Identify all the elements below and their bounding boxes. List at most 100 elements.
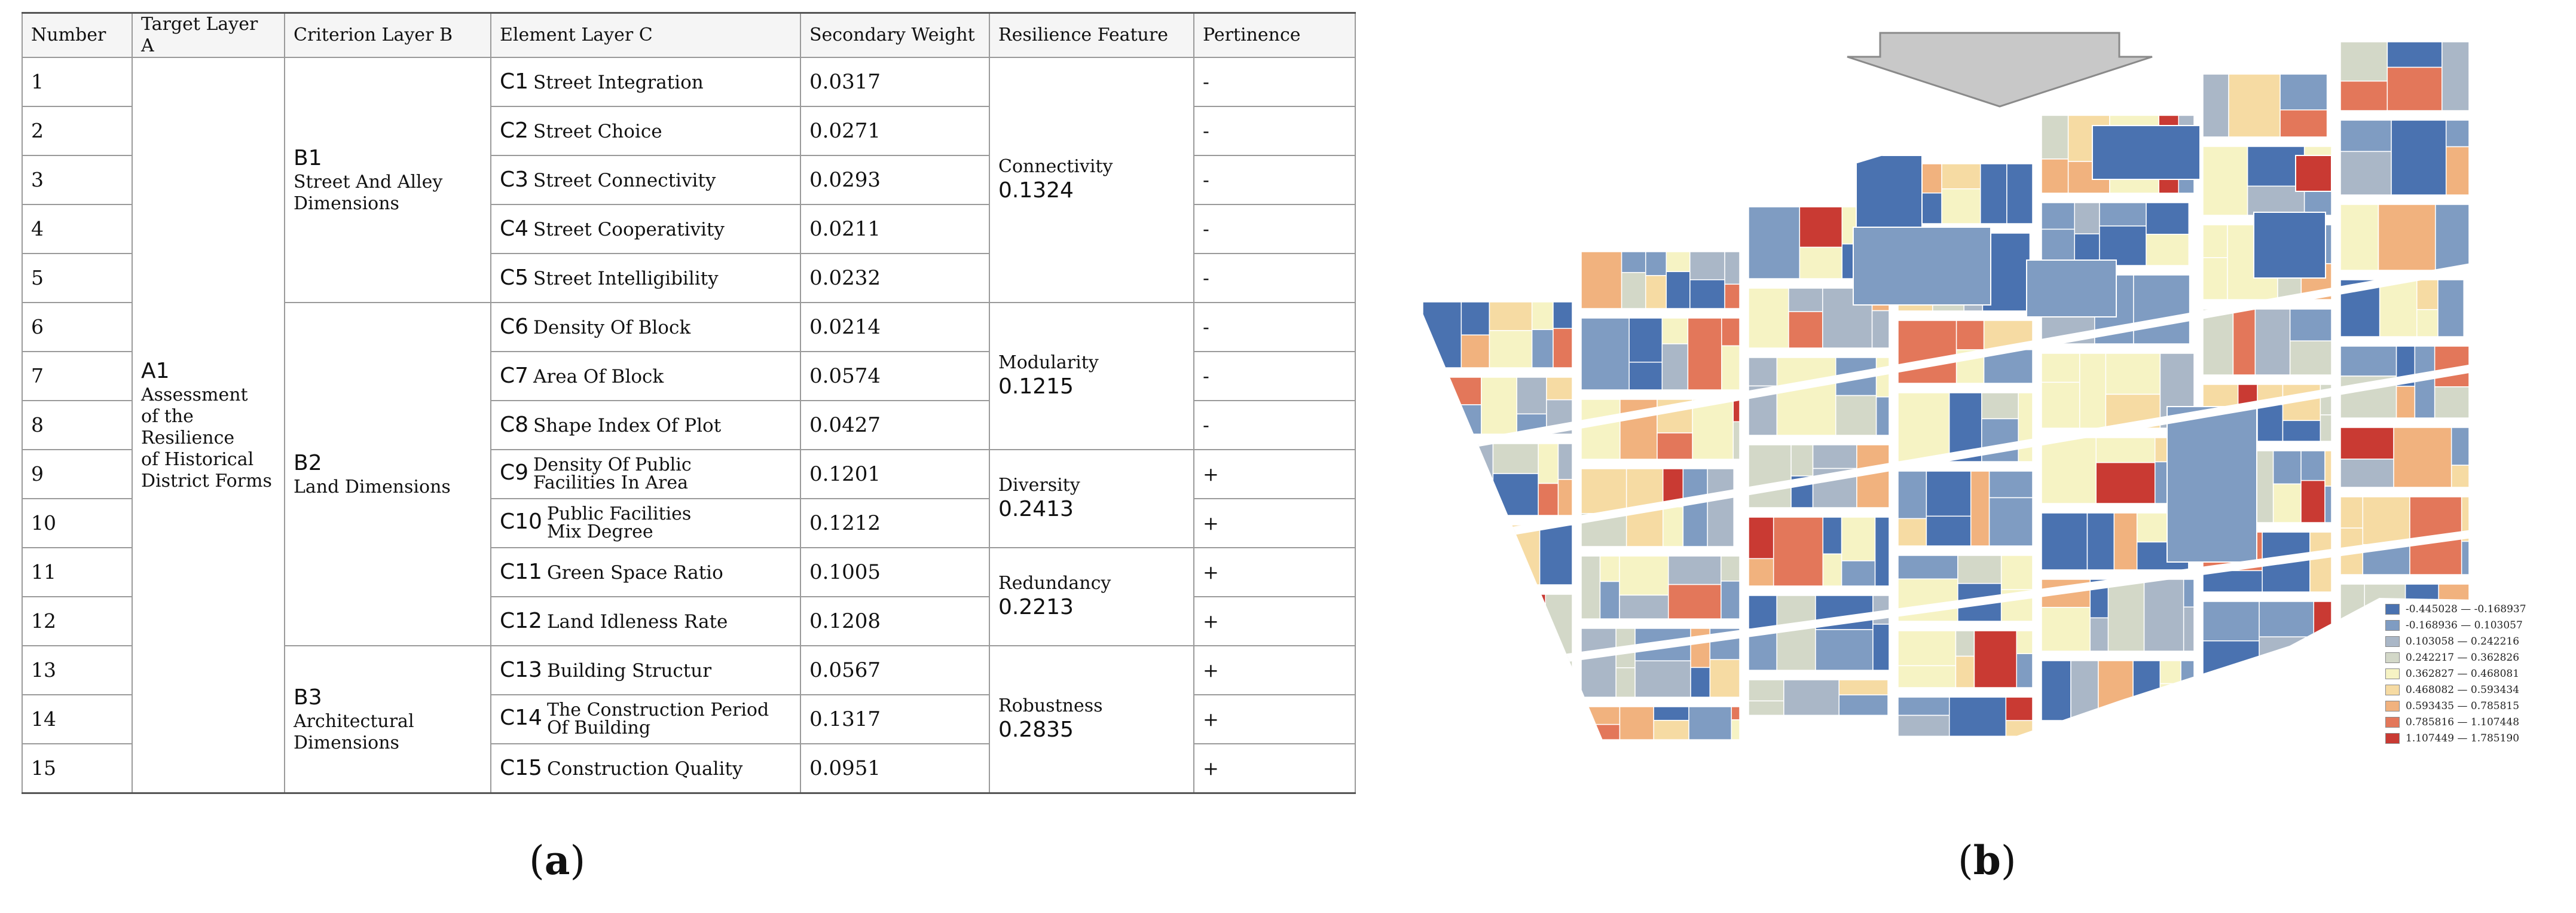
parcel	[2006, 163, 2033, 224]
parcel	[2089, 617, 2109, 652]
legend-label: 0.785816 — 1.107448	[2406, 716, 2520, 728]
parcel	[1621, 271, 1646, 309]
parcel	[1731, 706, 1740, 720]
element-name: Street Integration	[533, 71, 704, 93]
parcel	[1553, 328, 1573, 368]
parcel	[2166, 406, 2257, 563]
parcel	[2099, 202, 2147, 227]
row-number: 11	[22, 547, 133, 597]
secondary-weight: 0.0317	[800, 57, 990, 107]
parcel	[2232, 309, 2256, 375]
secondary-weight: 0.0211	[800, 204, 990, 254]
parcel	[1897, 714, 1950, 737]
parcel	[2361, 656, 2382, 718]
parcel	[1489, 301, 1533, 331]
parcel	[2395, 386, 2416, 419]
parcel	[2105, 353, 2161, 395]
street	[1417, 253, 2530, 459]
row-number: 7	[22, 351, 133, 401]
secondary-weight: 0.0574	[800, 351, 990, 401]
element-cell: C7 Area Of Block	[490, 351, 801, 401]
legend-label: 0.593435 — 0.785815	[2406, 700, 2520, 712]
criterion-code: B3	[294, 685, 322, 710]
parcel	[1634, 660, 1691, 698]
legend-item: 0.593435 — 0.785815	[2385, 698, 2565, 714]
element-cell: C13 Building Structur	[490, 645, 801, 695]
parcel	[1732, 421, 1740, 460]
parcel	[1973, 630, 2018, 688]
pertinence: -	[1193, 253, 1356, 303]
parcel	[1721, 581, 1740, 619]
row-number: 15	[22, 743, 133, 794]
indicator-table-panel: Number Target Layer A Criterion Layer B …	[22, 12, 1356, 819]
parcel	[1553, 301, 1573, 329]
legend-label: 1.107449 — 1.785190	[2406, 732, 2520, 744]
parcel	[1721, 555, 1740, 582]
table-header-row: Number Target Layer A Criterion Layer B …	[22, 12, 1356, 58]
parcel	[2309, 532, 2332, 593]
parcel	[2183, 606, 2195, 652]
parcel	[2259, 636, 2315, 680]
element-code: C2	[500, 118, 529, 143]
parcel	[1615, 667, 1636, 698]
parcel	[1872, 624, 1890, 671]
resilience-feature-cell: Robustness 0.2835	[989, 645, 1194, 794]
element-name: Green Space Ratio	[546, 561, 723, 584]
parcel	[2416, 279, 2439, 310]
parcel	[1538, 483, 1559, 516]
parcel	[1897, 471, 1927, 520]
parcel	[2041, 437, 2097, 504]
element-name-line: Of Building	[546, 717, 651, 738]
parcel	[1599, 581, 1620, 619]
parcel	[1454, 481, 1494, 516]
parcel	[2070, 660, 2099, 721]
parcel	[2202, 570, 2263, 593]
parcel	[2041, 660, 2071, 721]
parcel	[1748, 357, 1778, 387]
parcel	[1581, 317, 1630, 390]
element-code: C5	[500, 265, 529, 290]
parcel	[2041, 115, 2069, 160]
parcel	[1748, 206, 1801, 279]
parcel	[1581, 399, 1621, 460]
table-row: 9 C9 Density Of Public Facilities In Area 0.…	[22, 449, 1356, 548]
parcel	[1645, 275, 1667, 309]
pertinence: +	[1193, 498, 1356, 548]
header-number: Number	[22, 12, 133, 58]
parcel	[2340, 80, 2388, 111]
table-row: 2 C2 Street Choice 0.0271-	[22, 106, 1356, 156]
element-code: C14	[500, 705, 542, 730]
parcel	[1557, 479, 1573, 516]
element-code: C8	[500, 412, 529, 437]
parcel	[2289, 309, 2332, 341]
row-number: 4	[22, 204, 133, 254]
parcel	[2340, 459, 2394, 488]
parcel	[1841, 560, 1876, 587]
element-name-line: The Construction Period	[546, 700, 769, 720]
legend-swatch	[2385, 732, 2400, 744]
parcel	[2313, 601, 2332, 680]
criterion-cell-b1: B1 Street And Alley Dimensions	[284, 57, 491, 303]
map-legend: -0.445028 — -0.168937 -0.168936 — 0.10305…	[2385, 601, 2565, 746]
secondary-weight: 0.1212	[800, 498, 990, 548]
criterion-code: B2	[294, 451, 322, 475]
header-pertinence: Pertinence	[1193, 12, 1356, 58]
parcel	[1581, 468, 1627, 514]
parcel	[1776, 595, 1816, 671]
parcel	[1668, 555, 1722, 585]
parcel	[1422, 301, 1462, 368]
parcel	[2202, 601, 2260, 642]
parcel	[1454, 443, 1494, 483]
resilience-map-panel: -0.445028 — -0.168937 -0.168936 — 0.10305…	[1375, 0, 2565, 837]
parcel	[1853, 227, 1991, 306]
parcel	[1422, 443, 1456, 490]
parcel	[1721, 317, 1740, 347]
parcel	[2247, 185, 2305, 216]
table-row: 3 C3 Street Connectivity 0.0293-	[22, 155, 1356, 205]
parcel	[1748, 444, 1792, 508]
parcel	[1926, 515, 1972, 546]
criterion-cell-b2: B2 Land Dimensions	[284, 302, 491, 646]
element-name: Public Facilities Mix Degree	[547, 505, 691, 541]
parcel	[1856, 444, 1890, 508]
parcel	[1619, 706, 1654, 740]
